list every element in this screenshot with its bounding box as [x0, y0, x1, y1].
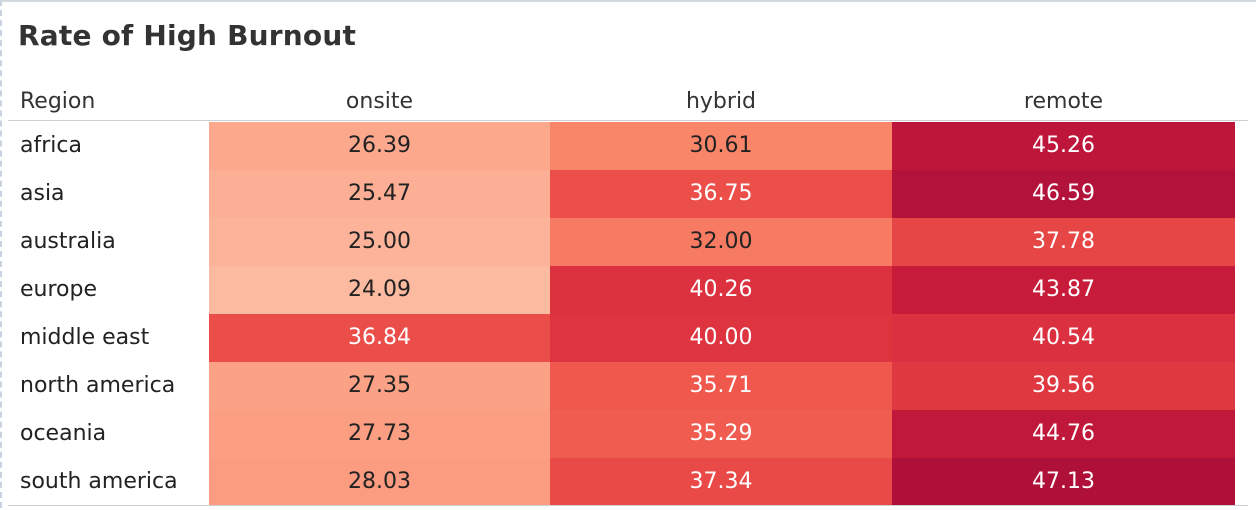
heatmap-cell: 44.76	[892, 410, 1235, 458]
row-header: Region	[20, 89, 96, 114]
column-header-onsite: onsite	[345, 89, 414, 114]
heatmap-cell: 46.59	[892, 170, 1235, 218]
heatmap-cell: 35.29	[550, 410, 892, 458]
row-label: africa	[20, 133, 82, 158]
row-label: asia	[20, 181, 65, 206]
chart-title: Rate of High Burnout	[18, 19, 357, 52]
column-header-remote: remote	[1023, 89, 1104, 114]
heatmap-cell: 30.61	[550, 122, 892, 170]
heatmap-cell: 40.00	[550, 314, 892, 362]
heatmap-cell: 25.47	[209, 170, 550, 218]
heatmap-cell: 39.56	[892, 362, 1235, 410]
heatmap-cell: 37.34	[550, 458, 892, 506]
header-divider	[8, 120, 1248, 121]
heatmap-cell: 25.00	[209, 218, 550, 266]
row-label: europe	[20, 277, 97, 302]
row-label: middle east	[20, 325, 150, 350]
heatmap-cell: 40.54	[892, 314, 1235, 362]
heatmap-cell: 40.26	[550, 266, 892, 314]
heatmap-cell: 43.87	[892, 266, 1235, 314]
heatmap-cell: 32.00	[550, 218, 892, 266]
row-label: north america	[20, 373, 176, 398]
column-header-hybrid: hybrid	[685, 89, 757, 114]
heatmap-cell: 24.09	[209, 266, 550, 314]
heatmap-cell: 47.13	[892, 458, 1235, 506]
heatmap-cell: 36.75	[550, 170, 892, 218]
heatmap-cell: 37.78	[892, 218, 1235, 266]
heatmap-cell: 45.26	[892, 122, 1235, 170]
heatmap-cell: 27.35	[209, 362, 550, 410]
heatmap-cell: 36.84	[209, 314, 550, 362]
heatmap-cell: 28.03	[209, 458, 550, 506]
row-label: oceania	[20, 421, 107, 446]
heatmap-cell: 26.39	[209, 122, 550, 170]
heatmap-cell: 27.73	[209, 410, 550, 458]
row-label: australia	[20, 229, 116, 254]
row-label: south america	[20, 469, 178, 494]
heatmap-cell: 35.71	[550, 362, 892, 410]
bottom-divider	[8, 505, 1248, 506]
